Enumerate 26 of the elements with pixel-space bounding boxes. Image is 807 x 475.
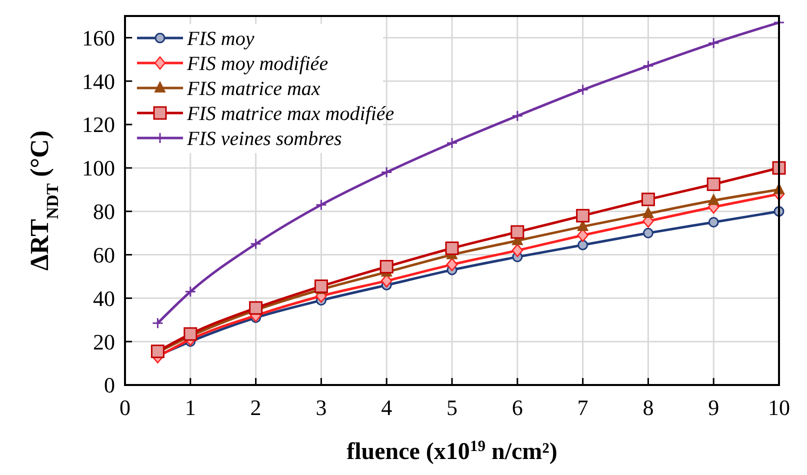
x-tick-label: 8 [642,395,654,420]
x-tick-label: 5 [446,395,458,420]
y-tick-label: 20 [93,329,115,354]
x-tick-label: 3 [316,395,327,420]
x-tick-label: 4 [381,395,392,420]
y-tick-label: 60 [93,242,115,268]
legend-label: FIS veines sombres [186,128,342,150]
x-tick-label: 10 [768,395,790,420]
x-axis-title: fluence (x10$^{19}$ n/cm²) [346,438,558,465]
x-tick-label: 0 [120,395,130,420]
y-tick-label: 120 [82,112,115,138]
x-tick-label: 2 [250,395,262,420]
y-tick-label: 0 [104,372,115,398]
legend-label: FIS moy [186,28,254,50]
legend-label: FIS matrice max [186,78,320,100]
x-tick-label: 1 [184,395,196,420]
legend-label: FIS matrice max modifiée [186,103,394,125]
legend-label: FIS moy modifiée [186,53,328,75]
y-tick-label: 40 [93,286,115,311]
x-tick-label: 6 [512,395,523,420]
y-tick-label: 160 [82,25,115,50]
x-tick-label: 7 [577,395,588,420]
y-tick-label: 100 [82,156,115,181]
x-tick-label: 9 [708,395,720,420]
y-tick-label: 140 [82,68,115,94]
y-tick-label: 80 [93,199,115,224]
